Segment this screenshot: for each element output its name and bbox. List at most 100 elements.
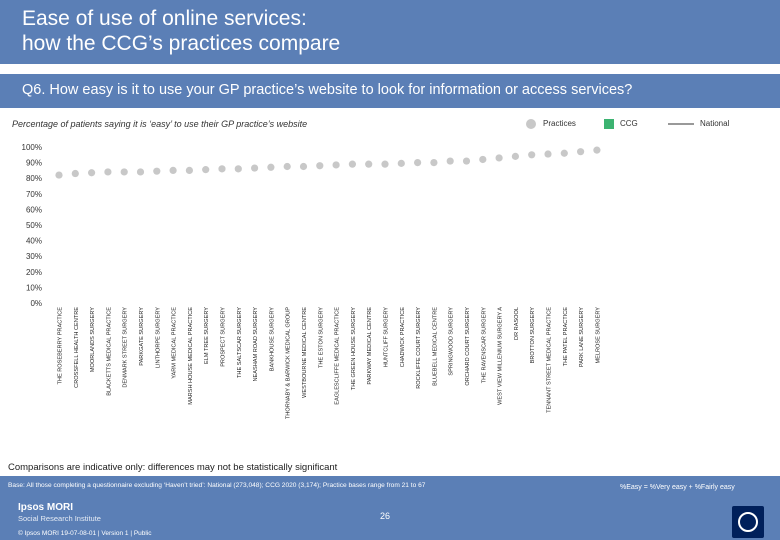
header-banner: Ease of use of online services: how the … [0,0,780,64]
practice-point [267,163,275,171]
practice-point [430,159,438,167]
x-category-label: BANKHOUSE SURGERY [269,307,275,372]
y-tick-label: 80% [26,174,42,183]
practice-point [495,154,503,162]
y-tick-label: 40% [26,237,42,246]
y-tick-label: 50% [26,221,42,230]
x-category-label: DR RASOOL [514,307,520,340]
practice-point [218,165,226,173]
practice-point [136,168,145,176]
ipsos-logo-icon [732,506,764,538]
legend-ccg-label: CCG [620,119,638,128]
question-text: Q6. How easy is it to use your GP practi… [22,82,633,98]
x-category-label: THE ROSEBERRY PRACTICE [58,307,64,385]
ccg-square-icon [604,119,614,129]
x-category-label: THE ESTON SURGERY [318,307,324,368]
practice-point [104,168,112,176]
practice-point [560,149,568,157]
footnote: Comparisons are indicative only: differe… [8,462,338,473]
practice-point [299,162,308,171]
easy-definition: %Easy = %Very easy + %Fairly easy [620,484,735,491]
legend-national-label: National [700,119,730,128]
y-tick-label: 70% [26,190,42,199]
y-tick-label: 30% [26,252,42,261]
logo-ring [738,512,758,532]
institute-name: Social Research Institute [18,514,101,523]
x-category-label: THE PATEL PRACTICE [563,307,569,367]
x-category-label: EAGLESCLIFFE MEDICAL PRACTICE [335,307,341,405]
practice-point [202,166,210,174]
x-category-label: LINTHORPE SURGERY [155,307,161,368]
practice-point [348,160,356,168]
page-number: 26 [380,511,391,521]
practice-point [365,160,373,168]
x-category-label: DENMARK STREET SURGERY [123,307,129,388]
practice-point [55,171,63,179]
practice-point [71,169,79,178]
x-category-label: MARSH HOUSE MEDICAL PRACTICE [188,307,194,405]
x-category-label: THE SALTSCAR SURGERY [237,307,243,378]
x-category-label: THORNABY & BARWICK MEDICAL GROUP [286,307,292,419]
national-line-icon [668,123,694,125]
practice-point [185,166,193,174]
x-category-label: ELM TREE SURGERY [204,307,210,364]
y-tick-label: 0% [30,299,42,308]
practice-point [316,162,324,170]
practice-point [528,151,536,159]
practice-point [414,159,422,167]
x-category-label: BLUEBELL MEDICAL CENTRE [432,307,438,386]
title-line-2: how the CCG’s practices compare [22,32,341,55]
base-note: Base: All those completing a questionnai… [8,482,426,489]
x-category-label: WEST VIEW MILLENIUM SURGERY A [498,307,504,405]
footer-banner: Base: All those completing a questionnai… [0,476,780,540]
practice-point [511,152,519,160]
x-category-label: PARK LANE SURGERY [579,307,585,367]
y-tick-label: 20% [26,268,42,277]
practice-point [544,150,552,158]
practice-point [332,161,340,169]
x-category-label: WESTBOURNE MEDICAL CENTRE [302,307,308,398]
chart-subtitle: Percentage of patients saying it is ‘eas… [12,119,308,129]
practice-point [397,159,405,167]
x-category-label: BLACKETTS MEDICAL PRACTICE [106,307,112,396]
x-category-label: SPRINGWOOD SURGERY [449,307,455,376]
y-tick-label: 90% [26,159,42,168]
copyright: © Ipsos MORI 19-07-08-01 | Version 1 | P… [18,530,152,537]
practice-point [234,165,242,173]
practice-point [446,157,454,165]
practice-point [283,162,291,171]
x-category-label: BROTTON SURGERY [530,307,536,364]
x-category-label: YARM MEDICAL PRACTICE [172,307,178,379]
x-category-label: MOORLANDS SURGERY [90,307,96,372]
practice-chart: 0% 10% 20% 30% 40% 50% 60% 70% 80% 90% 100% THE ROS… [22,143,602,419]
y-tick-label: 100% [22,143,42,152]
x-category-label: NEASHAM ROAD SURGERY [253,307,259,382]
y-tick-label: 60% [26,205,42,214]
question-bar: Q6. How easy is it to use your GP practi… [0,74,780,108]
x-category-label: HUNTCLIFF SURGERY [384,307,390,367]
practice-point [251,164,259,172]
practice-point [462,157,471,165]
page-title: Ease of use of online services: how the … [22,6,340,56]
legend-practices-label: Practices [543,119,576,128]
practice-point [120,168,128,176]
x-category-label: THE RAVENSCAR SURGERY [481,307,487,384]
x-category-label: ROCKLIFFE COURT SURGERY [416,307,422,389]
practice-point [577,148,585,156]
x-category-label: CHADWICK PRACTICE [400,307,406,368]
x-category-label: ORCHARD COURT SURGERY [465,307,471,386]
brand-name: Ipsos MORI [18,502,74,513]
practice-dot-icon [526,119,536,129]
x-category-label: PARKWAY MEDICAL CENTRE [367,307,373,385]
practice-point [88,169,96,177]
x-category-label: CROSSFELL HEALTH CENTRE [74,307,80,388]
y-tick-label: 10% [26,283,42,292]
x-category-label: MELROSE SURGERY [595,307,601,364]
x-category-label: THE GREEN HOUSE SURGERY [351,307,357,390]
x-category-label: TENNANT STREET MEDICAL PRACTICE [547,307,553,413]
title-line-1: Ease of use of online services: [22,7,307,30]
practice-point [153,167,161,175]
practice-point [169,166,177,174]
practice-point [593,146,601,154]
x-category-label: PROSPECT SURGERY [221,307,227,367]
